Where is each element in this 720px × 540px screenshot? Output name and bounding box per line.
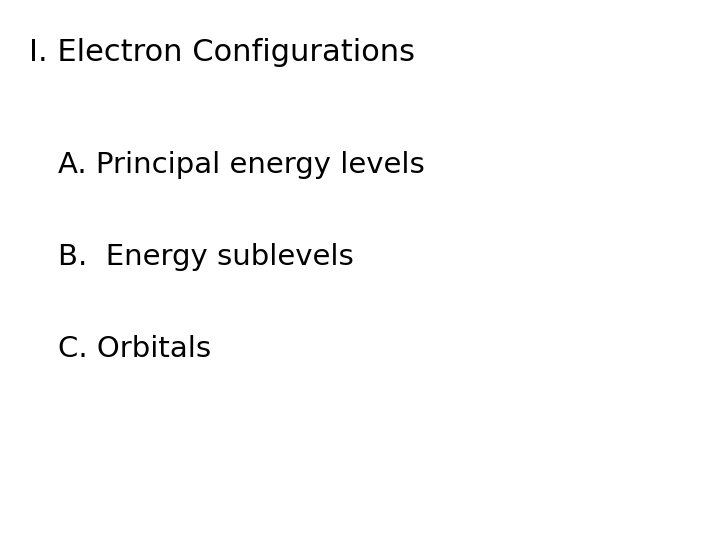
Text: C. Orbitals: C. Orbitals [58,335,211,363]
Text: B.  Energy sublevels: B. Energy sublevels [58,243,354,271]
Text: A. Principal energy levels: A. Principal energy levels [58,151,424,179]
Text: I. Electron Configurations: I. Electron Configurations [29,38,415,67]
